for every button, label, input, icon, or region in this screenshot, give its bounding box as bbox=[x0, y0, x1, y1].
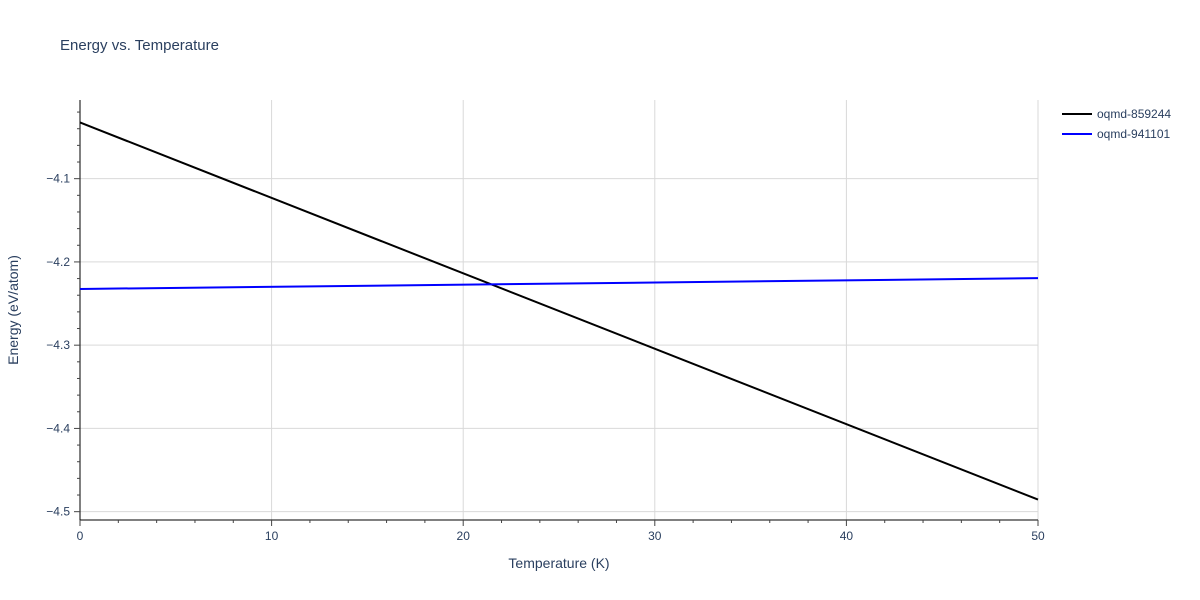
legend-label: oqmd-859244 bbox=[1097, 107, 1171, 121]
y-tick-label: −4.2 bbox=[46, 255, 70, 269]
x-tick-label: 20 bbox=[457, 529, 471, 543]
series-line-oqmd-859244 bbox=[79, 121, 1039, 501]
y-tick-label: −4.4 bbox=[46, 421, 70, 435]
x-tick-label: 10 bbox=[265, 529, 279, 543]
series-layer bbox=[79, 121, 1039, 501]
series-line-oqmd-941101 bbox=[79, 277, 1039, 290]
y-tick-label: −4.5 bbox=[46, 505, 70, 519]
y-tick-label: −4.3 bbox=[46, 338, 70, 352]
x-tick-label: 40 bbox=[840, 529, 854, 543]
chart-title: Energy vs. Temperature bbox=[60, 37, 219, 54]
axes-layer: 0 10 20 30 40 50 −4.1 −4.2 −4.3 −4.4 −4.5 bbox=[46, 100, 1045, 543]
legend[interactable]: oqmd-859244 oqmd-941101 bbox=[1062, 107, 1171, 141]
legend-item-oqmd-941101[interactable]: oqmd-941101 bbox=[1062, 127, 1170, 141]
x-tick-label: 30 bbox=[648, 529, 662, 543]
y-tick-label: −4.1 bbox=[46, 172, 70, 186]
legend-item-oqmd-859244[interactable]: oqmd-859244 bbox=[1062, 107, 1171, 121]
legend-label: oqmd-941101 bbox=[1097, 127, 1170, 141]
x-tick-label: 0 bbox=[77, 529, 84, 543]
x-tick-label: 50 bbox=[1031, 529, 1045, 543]
grid-layer bbox=[80, 100, 1039, 520]
y-axis-title: Energy (eV/atom) bbox=[5, 255, 21, 365]
x-axis-title: Temperature (K) bbox=[508, 555, 609, 571]
